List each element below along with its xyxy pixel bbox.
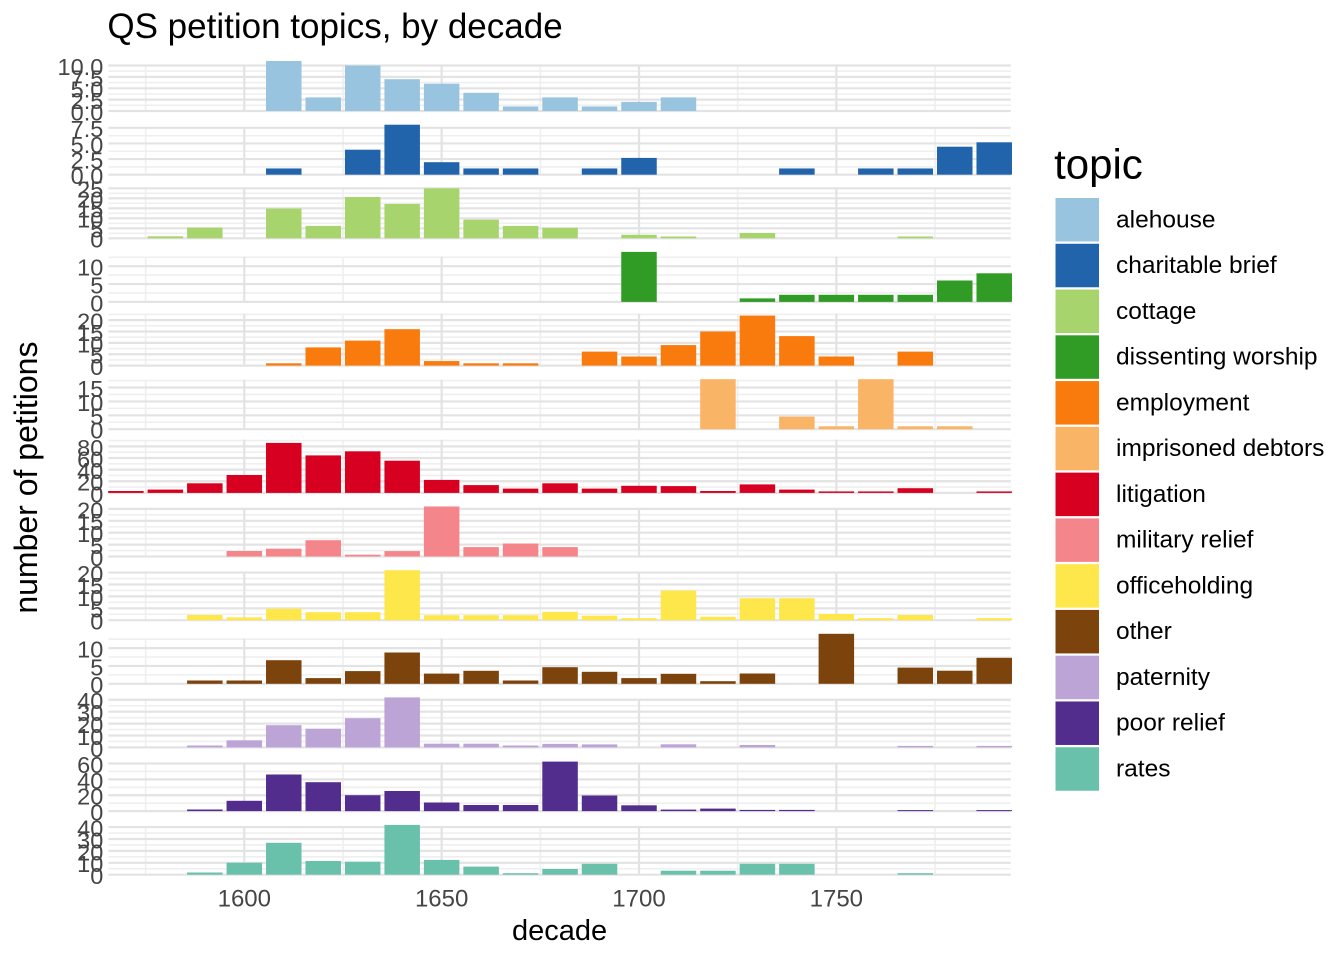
- svg-text:5: 5: [90, 217, 103, 243]
- svg-text:20: 20: [77, 784, 103, 810]
- svg-text:0.0: 0.0: [71, 99, 104, 125]
- svg-text:40: 40: [77, 768, 103, 794]
- svg-text:0: 0: [90, 800, 103, 826]
- svg-text:5: 5: [90, 404, 103, 430]
- svg-text:40: 40: [77, 815, 103, 841]
- svg-text:0: 0: [90, 672, 103, 698]
- svg-text:paternity: paternity: [1116, 664, 1211, 691]
- svg-text:15: 15: [77, 320, 103, 346]
- svg-text:5: 5: [90, 272, 103, 298]
- svg-text:7.5: 7.5: [71, 65, 104, 91]
- svg-text:military relief: military relief: [1116, 527, 1254, 554]
- svg-text:poor relief: poor relief: [1116, 710, 1225, 737]
- svg-text:1700: 1700: [612, 886, 665, 913]
- svg-text:decade: decade: [512, 915, 607, 947]
- svg-text:rates: rates: [1116, 755, 1170, 782]
- svg-text:0: 0: [90, 736, 103, 762]
- svg-text:alehouse: alehouse: [1116, 206, 1215, 233]
- svg-text:40: 40: [77, 688, 103, 714]
- svg-text:5.0: 5.0: [71, 132, 104, 158]
- svg-text:2.5: 2.5: [71, 88, 104, 114]
- svg-text:40: 40: [77, 458, 103, 484]
- svg-text:0: 0: [90, 290, 103, 316]
- svg-text:0: 0: [90, 545, 103, 571]
- svg-text:15: 15: [77, 376, 103, 402]
- svg-text:60: 60: [77, 446, 103, 472]
- svg-text:30: 30: [77, 827, 103, 853]
- svg-text:2.5: 2.5: [71, 147, 104, 173]
- svg-text:10: 10: [77, 724, 103, 750]
- svg-text:officeholding: officeholding: [1116, 572, 1253, 599]
- svg-text:0: 0: [90, 863, 103, 889]
- svg-text:20: 20: [77, 470, 103, 496]
- svg-text:15: 15: [77, 573, 103, 599]
- svg-text:5: 5: [90, 533, 103, 559]
- svg-text:other: other: [1116, 618, 1172, 645]
- svg-text:5: 5: [90, 654, 103, 680]
- svg-text:30: 30: [77, 700, 103, 726]
- svg-text:10: 10: [77, 331, 103, 357]
- svg-text:litigation: litigation: [1116, 481, 1206, 508]
- svg-text:5: 5: [90, 343, 103, 369]
- svg-text:0: 0: [90, 609, 103, 635]
- svg-text:topic: topic: [1054, 141, 1143, 188]
- svg-text:1650: 1650: [415, 886, 468, 913]
- svg-text:25: 25: [77, 177, 103, 203]
- svg-text:0: 0: [90, 481, 103, 507]
- svg-text:charitable brief: charitable brief: [1116, 252, 1277, 279]
- svg-text:10: 10: [77, 255, 103, 281]
- svg-text:10: 10: [77, 521, 103, 547]
- svg-text:10: 10: [77, 851, 103, 877]
- svg-text:7.5: 7.5: [71, 116, 104, 142]
- svg-text:employment: employment: [1116, 389, 1250, 416]
- svg-text:15: 15: [77, 197, 103, 223]
- svg-text:20: 20: [77, 712, 103, 738]
- svg-text:1750: 1750: [810, 886, 863, 913]
- svg-text:10: 10: [77, 390, 103, 416]
- svg-text:QS petition topics, by decade: QS petition topics, by decade: [107, 7, 562, 46]
- svg-text:5.0: 5.0: [71, 77, 104, 103]
- svg-text:60: 60: [77, 752, 103, 778]
- svg-text:20: 20: [77, 561, 103, 587]
- svg-text:10: 10: [77, 207, 103, 233]
- svg-text:20: 20: [77, 839, 103, 865]
- svg-text:0: 0: [90, 354, 103, 380]
- svg-text:15: 15: [77, 509, 103, 535]
- svg-text:cottage: cottage: [1116, 298, 1196, 325]
- svg-text:imprisoned debtors: imprisoned debtors: [1116, 435, 1324, 462]
- svg-text:1600: 1600: [218, 886, 271, 913]
- svg-text:10.0: 10.0: [58, 54, 104, 80]
- svg-text:dissenting worship: dissenting worship: [1116, 344, 1318, 371]
- svg-text:0: 0: [90, 418, 103, 444]
- svg-text:0.0: 0.0: [71, 163, 104, 189]
- svg-text:10: 10: [77, 637, 103, 663]
- svg-text:10: 10: [77, 585, 103, 611]
- svg-text:20: 20: [77, 497, 103, 523]
- svg-text:number of petitions: number of petitions: [8, 342, 44, 614]
- svg-text:20: 20: [77, 187, 103, 213]
- svg-text:20: 20: [77, 309, 103, 335]
- svg-text:0: 0: [90, 227, 103, 253]
- svg-text:5: 5: [90, 597, 103, 623]
- svg-text:80: 80: [77, 435, 103, 461]
